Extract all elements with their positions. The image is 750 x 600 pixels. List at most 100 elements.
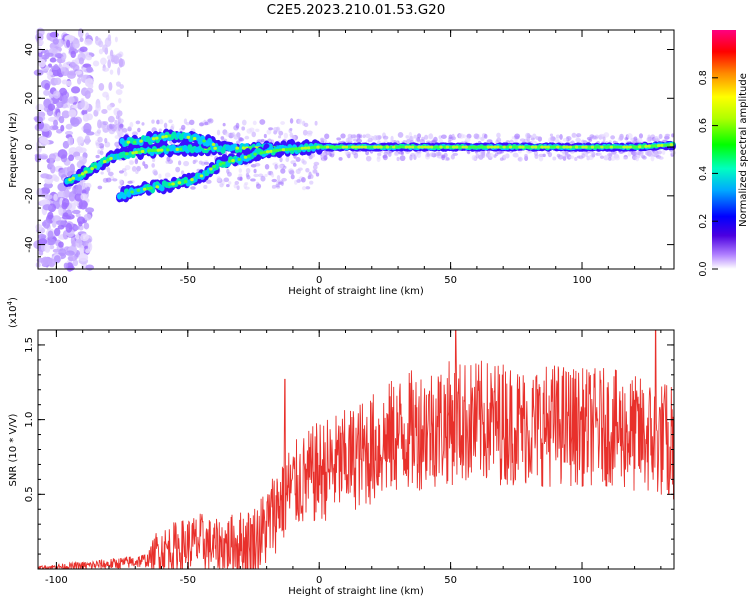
spectrogram-noise-cell	[622, 156, 629, 160]
spectrogram-noise-cell	[123, 171, 128, 177]
spectrogram-noise-cell	[131, 166, 137, 172]
spectrogram-noise-cell	[83, 222, 90, 230]
spectrogram-ridge-inner	[212, 164, 216, 169]
spectrogram-noise-cell	[222, 122, 226, 127]
colorbar: 0.0 0.2 0.4 0.6 0.8 Normalized spectral ampl…	[698, 30, 749, 277]
spectrogram-ridge-inner	[186, 135, 191, 140]
spectrogram-noise-cell	[486, 139, 493, 144]
spectrogram-noise-cell	[562, 155, 567, 161]
spectrogram-noise-cell	[298, 118, 303, 125]
spectrogram-noise-cell	[40, 155, 48, 160]
spectrogram-noise-cell	[98, 48, 104, 55]
spectrogram-noise-cell	[120, 133, 125, 138]
spectrogram-ridge-inner	[597, 145, 601, 149]
spectrogram-ridge-inner	[436, 145, 440, 149]
spectrogram-noise-cell	[61, 79, 68, 85]
spectrogram-ridge-inner	[388, 145, 393, 149]
spectrogram-noise-cell	[203, 161, 209, 165]
spectrogram-noise-cell	[610, 135, 616, 140]
spectrogram-ridge-inner	[166, 148, 170, 152]
spectrogram-ridge-inner	[151, 137, 156, 141]
spectrogram-noise-cell	[243, 182, 248, 189]
spectrogram-noise-cell	[80, 99, 85, 108]
spectrogram-noise-cell	[445, 157, 450, 161]
spectrogram-noise-cell	[414, 152, 419, 157]
spectrogram-noise-cell	[151, 119, 155, 124]
spectrogram-ridge-inner	[433, 145, 437, 149]
spectrogram-ridge-inner	[556, 145, 560, 149]
spectrogram-noise-cell	[458, 133, 465, 139]
spectrogram-ridge-inner	[313, 145, 317, 149]
spectrogram-noise-cell	[152, 169, 158, 175]
spectrogram-noise-cell	[115, 89, 123, 95]
spectrogram-noise-cell	[134, 158, 139, 165]
spectrogram-noise-cell	[76, 77, 82, 85]
spectrogram-noise-cell	[338, 156, 343, 161]
spectrogram-noise-cell	[131, 131, 138, 136]
spectrogram-noise-cell	[44, 244, 51, 253]
spectrogram-noise-cell	[437, 151, 442, 156]
spectrogram-ridge-inner	[354, 145, 358, 149]
spectrogram-noise-cell	[238, 168, 243, 173]
spectrogram-noise-cell	[84, 38, 93, 46]
spectrogram-ridge-inner	[171, 182, 175, 186]
spectrogram-ridge-inner	[537, 145, 541, 149]
spectrogram-noise-cell	[79, 46, 88, 52]
spectrogram-noise-cell	[295, 156, 301, 162]
spectrogram-noise-cell	[382, 135, 389, 140]
spectrogram-ridge-inner	[265, 150, 270, 154]
spectrogram-noise-cell	[278, 130, 284, 136]
spectrogram-noise-cell	[114, 135, 120, 139]
spectrogram-ridge-inner	[401, 145, 406, 149]
spectrogram-ridge-inner	[559, 145, 563, 149]
spectrogram-ridge-inner	[382, 145, 387, 149]
spectrogram-ridge-inner	[638, 145, 642, 149]
spectrogram-ridge-inner	[310, 146, 314, 150]
spectrogram-ridge-inner	[568, 145, 573, 149]
spectrogram-y-tick-label: 40	[24, 43, 35, 56]
spectrogram-noise-cell	[57, 224, 65, 230]
spectrogram-ridge-inner	[351, 145, 355, 149]
spectrogram-noise-cell	[71, 239, 77, 248]
spectrogram-panel: -100 -50 0 50 100 -40 -20 0 20 40 Height of stra…	[8, 27, 677, 297]
spectrogram-noise-cell	[236, 185, 240, 190]
spectrogram-ridge-inner	[287, 147, 292, 151]
spectrogram-ridge-inner	[461, 145, 466, 149]
spectrogram-noise-cell	[97, 136, 103, 143]
spectrogram-ridge-inner	[410, 145, 415, 149]
spectrogram-noise-cell	[47, 230, 54, 240]
spectrogram-noise-cell	[336, 137, 342, 141]
spectrogram-noise-cell	[75, 233, 80, 240]
chart-title: C2E5.2023.210.01.53.G20	[267, 2, 446, 18]
spectrogram-noise-cell	[292, 162, 297, 167]
spectrogram-noise-cell	[314, 120, 318, 126]
spectrogram-noise-cell	[52, 248, 60, 253]
spectrogram-ridge-inner	[508, 145, 513, 149]
spectrogram-noise-cell	[65, 39, 71, 48]
spectrogram-noise-cell	[493, 154, 497, 158]
spectrogram-ridge-inner	[134, 150, 139, 155]
spectrogram-noise-cell	[517, 157, 522, 161]
snr-x-tick-label: 50	[444, 575, 457, 586]
spectrogram-noise-cell	[356, 133, 361, 140]
spectrogram-ridge-inner	[656, 143, 661, 148]
spectrogram-noise-cell	[84, 90, 91, 99]
spectrogram-noise-cell	[259, 119, 266, 125]
spectrogram-noise-cell	[225, 132, 230, 137]
spectrogram-ridge-inner	[663, 143, 667, 147]
spectrogram-ridge-inner	[213, 146, 217, 150]
spectrogram-noise-cell	[645, 151, 650, 156]
spectrogram-noise-cell	[564, 153, 571, 158]
spectrogram-ridge-inner	[470, 145, 475, 149]
spectrogram-noise-cell	[409, 136, 413, 142]
spectrogram-noise-cell	[68, 109, 77, 118]
spectrogram-noise-cell	[550, 136, 556, 141]
spectrogram-noise-cell	[151, 163, 155, 168]
spectrogram-noise-cell	[98, 82, 105, 91]
spectrogram-noise-cell	[47, 258, 56, 267]
spectrogram-noise-cell	[80, 193, 88, 201]
spectrogram-noise-cell	[115, 53, 122, 59]
spectrogram-noise-cell	[486, 153, 490, 159]
spectrogram-ridge-inner	[155, 185, 160, 189]
spectrogram-ridge-inner	[199, 174, 204, 178]
